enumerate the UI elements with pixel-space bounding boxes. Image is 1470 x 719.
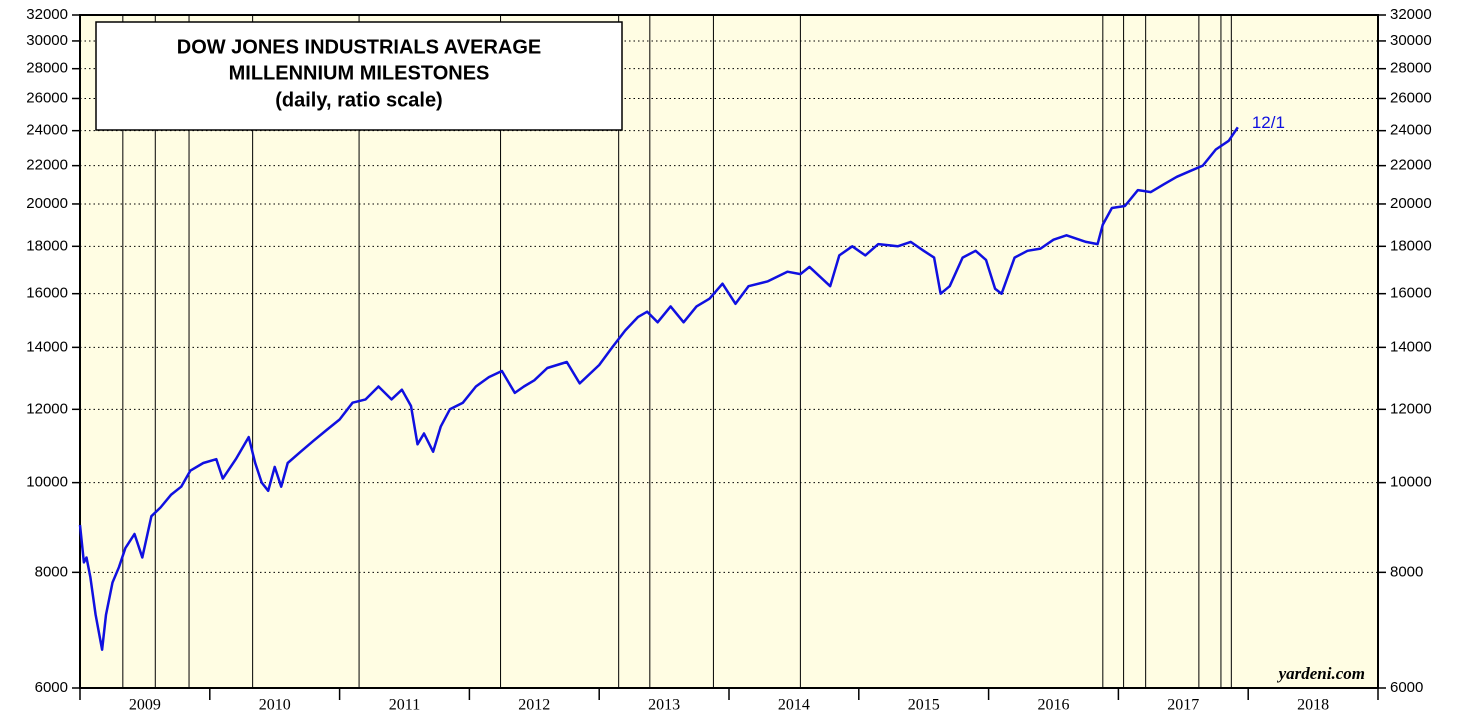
- x-tick-label: 2016: [1038, 697, 1070, 714]
- y2-tick-label: 20000: [1390, 195, 1432, 212]
- y-tick-label: 30000: [26, 32, 68, 49]
- y-tick-label: 10000: [26, 474, 68, 491]
- y2-tick-label: 14000: [1390, 338, 1432, 355]
- y-tick-label: 18000: [26, 237, 68, 254]
- y-tick-label: 6000: [35, 679, 68, 696]
- end-label: 12/1: [1252, 113, 1285, 132]
- y-tick-label: 28000: [26, 60, 68, 77]
- x-tick-label: 2011: [389, 697, 420, 714]
- x-tick-label: 2009: [129, 697, 161, 714]
- x-tick-label: 2010: [259, 697, 291, 714]
- y-tick-label: 24000: [26, 122, 68, 139]
- y-tick-label: 8000: [35, 563, 68, 580]
- x-tick-label: 2014: [778, 697, 810, 714]
- y2-tick-label: 32000: [1390, 6, 1432, 23]
- y-tick-label: 32000: [26, 6, 68, 23]
- y-tick-label: 22000: [26, 157, 68, 174]
- y2-tick-label: 30000: [1390, 32, 1432, 49]
- y-tick-label: 12000: [26, 400, 68, 417]
- x-tick-label: 2012: [518, 697, 550, 714]
- y-tick-label: 26000: [26, 89, 68, 106]
- x-tick-label: 2013: [648, 697, 680, 714]
- y2-tick-label: 22000: [1390, 157, 1432, 174]
- y2-tick-label: 16000: [1390, 285, 1432, 302]
- y2-tick-label: 6000: [1390, 679, 1423, 696]
- y-tick-label: 20000: [26, 195, 68, 212]
- y2-tick-label: 24000: [1390, 122, 1432, 139]
- y2-tick-label: 10000: [1390, 474, 1432, 491]
- chart-title: DOW JONES INDUSTRIALS AVERAGE: [177, 36, 541, 58]
- x-tick-label: 2017: [1167, 697, 1199, 714]
- title-box: [95, 21, 623, 131]
- source: yardeni.com: [1277, 664, 1365, 683]
- y-tick-label: 16000: [26, 285, 68, 302]
- y2-tick-label: 12000: [1390, 400, 1432, 417]
- y2-tick-label: 18000: [1390, 237, 1432, 254]
- x-tick-label: 2015: [908, 697, 940, 714]
- chart-title: MILLENNIUM MILESTONES: [229, 62, 490, 84]
- y2-tick-label: 28000: [1390, 60, 1432, 77]
- chart-subtitle: (daily, ratio scale): [275, 89, 442, 111]
- y2-tick-label: 8000: [1390, 563, 1423, 580]
- y-tick-label: 14000: [26, 338, 68, 355]
- y2-tick-label: 26000: [1390, 89, 1432, 106]
- series-line: [78, 126, 1239, 651]
- x-tick-label: 2018: [1297, 697, 1329, 714]
